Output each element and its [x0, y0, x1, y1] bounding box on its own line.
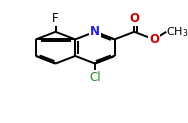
Text: O: O — [149, 33, 159, 46]
Text: N: N — [90, 25, 100, 38]
Text: Cl: Cl — [89, 71, 101, 84]
Text: O: O — [129, 12, 139, 25]
Text: F: F — [52, 12, 59, 25]
Text: CH$_3$: CH$_3$ — [166, 25, 188, 39]
